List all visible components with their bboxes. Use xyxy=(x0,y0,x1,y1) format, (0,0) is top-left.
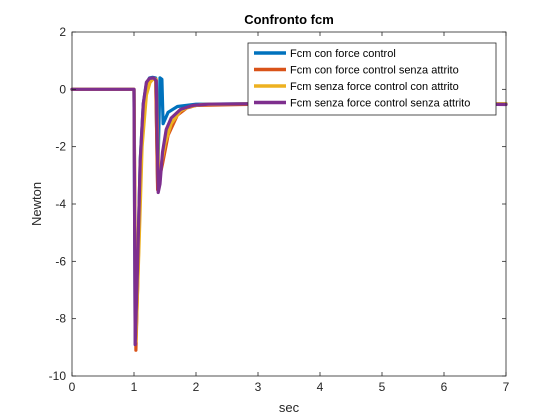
x-tick-label: 2 xyxy=(193,380,200,394)
chart-title: Confronto fcm xyxy=(244,12,334,27)
y-tick-label: 2 xyxy=(59,25,66,39)
y-tick-label: 0 xyxy=(59,82,66,96)
x-axis-label: sec xyxy=(279,400,300,415)
x-tick-label: 1 xyxy=(131,380,138,394)
legend-label-2: Fcm con force control senza attrito xyxy=(290,65,459,77)
y-tick-label: -10 xyxy=(49,369,67,383)
x-tick-label: 0 xyxy=(69,380,76,394)
x-tick-label: 4 xyxy=(317,380,324,394)
ticks-layer: 0 1 2 3 4 5 6 7 2 0 -2 -4 -6 -8 -10 xyxy=(49,25,510,394)
legend: Fcm con force control Fcm con force contr… xyxy=(247,42,497,116)
legend-box xyxy=(247,42,497,116)
x-tick-label: 3 xyxy=(255,380,262,394)
legend-label-4: Fcm senza force control senza attrito xyxy=(290,98,470,110)
x-tick-label: 6 xyxy=(441,380,448,394)
y-tick-label: -2 xyxy=(55,140,66,154)
y-tick-label: -8 xyxy=(55,312,66,326)
y-tick-label: -6 xyxy=(55,254,66,268)
x-tick-label: 5 xyxy=(379,380,386,394)
x-tick-label: 7 xyxy=(503,380,510,394)
legend-label-3: Fcm senza force control con attrito xyxy=(290,81,459,93)
y-axis-label: Newton xyxy=(29,182,44,226)
y-tick-label: -4 xyxy=(55,197,66,211)
legend-label-1: Fcm con force control xyxy=(290,48,396,60)
